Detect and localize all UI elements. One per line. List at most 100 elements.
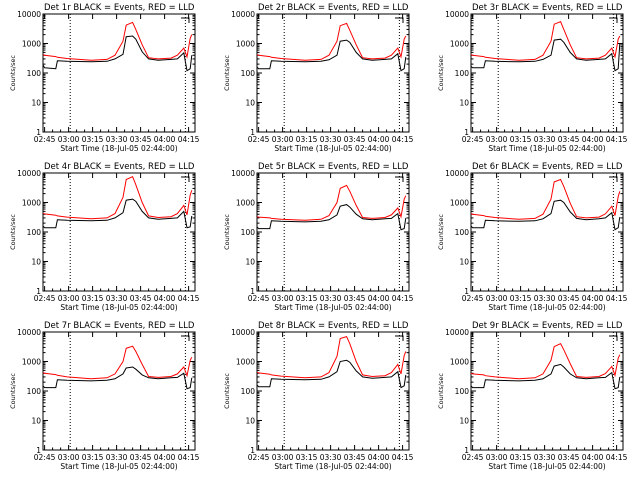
x-tick-label: 03:00 (272, 135, 294, 144)
x-axis-label: Start Time (18-Jul-05 02:44:00) (274, 462, 391, 471)
panel-title: Det 4r BLACK = Events, RED = LLD (44, 162, 195, 172)
x-axis-label: Start Time (18-Jul-05 02:44:00) (488, 462, 605, 471)
plot-frame (470, 172, 624, 292)
y-tick-label: 10 (31, 417, 41, 426)
events-line (470, 199, 621, 231)
x-tick-label: 03:30 (320, 294, 342, 303)
x-tick-label: 02:45 (462, 453, 484, 462)
panel-9: Det 9r BLACK = Events, RED = LLD 1 10 100 10… (437, 321, 628, 471)
y-tick-label: 1 (464, 128, 469, 137)
y-tick-label: 1 (36, 287, 41, 296)
lld-line (470, 21, 621, 61)
y-tick-label: 1000 (236, 199, 255, 208)
x-tick-label: 03:15 (510, 453, 532, 462)
y-axis-label: Counts/sec (437, 55, 445, 91)
x-tick-label: 03:15 (296, 294, 318, 303)
y-tick-label: 100 (241, 387, 256, 396)
lld-line (42, 21, 193, 61)
x-axis-label: Start Time (18-Jul-05 02:44:00) (60, 462, 177, 471)
x-tick-label: 04:00 (368, 453, 390, 462)
x-tick-label: 03:00 (486, 453, 508, 462)
x-tick-label: 03:30 (534, 294, 556, 303)
y-tick-label: 1 (250, 128, 255, 137)
x-tick-label: 04:15 (606, 294, 628, 303)
y-tick-label: 10 (245, 258, 255, 267)
lld-line (470, 343, 621, 380)
x-tick-label: 03:45 (344, 135, 366, 144)
plot-frame (42, 331, 196, 451)
x-tick-label: 03:45 (558, 453, 580, 462)
x-tick-label: 04:00 (368, 294, 390, 303)
panel-1: Det 1r BLACK = Events, RED = LLD 1 10 100 10… (9, 3, 200, 153)
x-axis-label: Start Time (18-Jul-05 02:44:00) (60, 144, 177, 153)
x-tick-label: 03:15 (510, 294, 532, 303)
y-tick-label: 1000 (236, 358, 255, 367)
y-tick-label: 10 (31, 99, 41, 108)
panel-6: Det 6r BLACK = Events, RED = LLD 1 10 100 10… (437, 162, 628, 312)
x-tick-label: 04:00 (582, 453, 604, 462)
y-tick-label: 1000 (22, 199, 41, 208)
x-axis-label: Start Time (18-Jul-05 02:44:00) (274, 303, 391, 312)
x-tick-label: 03:30 (106, 453, 128, 462)
lld-line (256, 22, 407, 61)
x-tick-label: 02:45 (34, 294, 56, 303)
y-tick-label: 10000 (231, 328, 255, 337)
y-tick-label: 1 (464, 287, 469, 296)
x-tick-label: 04:15 (178, 453, 200, 462)
y-tick-label: 1000 (450, 199, 469, 208)
x-tick-label: 02:45 (462, 294, 484, 303)
y-tick-label: 10000 (445, 169, 469, 178)
y-tick-label: 10000 (231, 10, 255, 19)
x-tick-label: 02:45 (248, 453, 270, 462)
y-tick-label: 100 (455, 228, 470, 237)
y-axis-label: Counts/sec (223, 214, 231, 250)
bracket-mark (609, 335, 618, 341)
y-tick-label: 10000 (445, 10, 469, 19)
x-tick-label: 03:30 (534, 453, 556, 462)
y-tick-label: 10000 (445, 328, 469, 337)
y-tick-label: 10000 (17, 328, 41, 337)
x-tick-label: 03:00 (58, 294, 80, 303)
plot-frame (42, 172, 196, 292)
x-tick-label: 03:15 (82, 453, 104, 462)
plot-frame (470, 331, 624, 451)
y-tick-label: 10 (245, 99, 255, 108)
y-tick-label: 10 (31, 258, 41, 267)
events-line (470, 363, 621, 390)
x-axis-label: Start Time (18-Jul-05 02:44:00) (274, 144, 391, 153)
y-tick-label: 1 (36, 128, 41, 137)
events-line (42, 198, 193, 229)
y-axis-label: Counts/sec (223, 373, 231, 409)
plot-frame (470, 13, 624, 133)
y-tick-label: 10 (459, 417, 469, 426)
bracket-mark (181, 335, 190, 341)
x-tick-label: 04:15 (392, 294, 414, 303)
x-tick-label: 04:00 (582, 294, 604, 303)
panel-title: Det 7r BLACK = Events, RED = LLD (44, 321, 195, 331)
x-tick-label: 04:15 (178, 294, 200, 303)
y-tick-label: 10 (459, 99, 469, 108)
x-tick-label: 03:45 (130, 135, 152, 144)
y-axis-label: Counts/sec (9, 214, 17, 250)
x-tick-label: 03:45 (130, 294, 152, 303)
y-tick-label: 100 (27, 228, 42, 237)
x-tick-label: 03:00 (272, 294, 294, 303)
lld-line (470, 178, 621, 220)
bracket-mark (181, 17, 190, 23)
plot-frame (256, 13, 410, 133)
x-tick-label: 04:00 (154, 453, 176, 462)
panel-8: Det 8r BLACK = Events, RED = LLD 1 10 100 10… (223, 321, 414, 471)
y-tick-label: 10000 (17, 169, 41, 178)
y-axis-label: Counts/sec (9, 55, 17, 91)
x-tick-label: 03:30 (320, 135, 342, 144)
events-line (470, 38, 621, 72)
lld-line (256, 335, 407, 379)
x-tick-label: 02:45 (462, 135, 484, 144)
panel-title: Det 1r BLACK = Events, RED = LLD (44, 3, 195, 13)
y-axis-label: Counts/sec (437, 373, 445, 409)
x-tick-label: 02:45 (34, 135, 56, 144)
plot-frame (256, 331, 410, 451)
y-tick-label: 1000 (450, 358, 469, 367)
x-tick-label: 02:45 (248, 294, 270, 303)
y-tick-label: 10000 (17, 10, 41, 19)
